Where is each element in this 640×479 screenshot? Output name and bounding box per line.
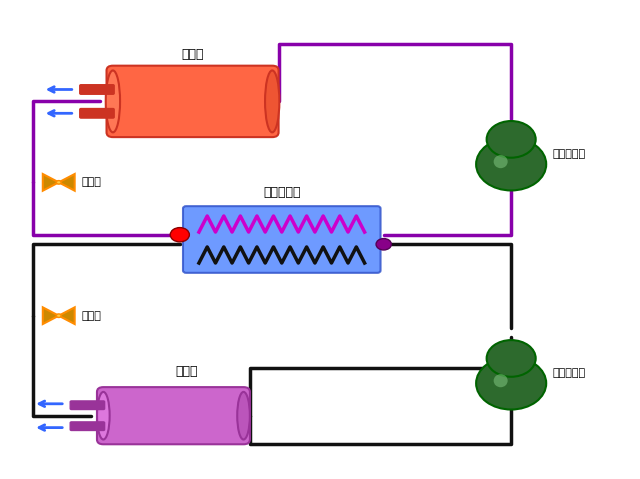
Ellipse shape	[237, 392, 250, 440]
Text: 冷媒蒸发器: 冷媒蒸发器	[263, 186, 301, 199]
Polygon shape	[59, 308, 75, 324]
Circle shape	[56, 181, 61, 184]
Circle shape	[476, 357, 546, 410]
Text: 低温压缩机: 低温压缩机	[552, 368, 586, 378]
FancyBboxPatch shape	[80, 85, 114, 94]
FancyBboxPatch shape	[80, 109, 114, 118]
Ellipse shape	[493, 374, 508, 387]
Text: 蒸发器: 蒸发器	[175, 365, 197, 377]
Ellipse shape	[97, 392, 109, 440]
FancyBboxPatch shape	[183, 206, 381, 273]
Circle shape	[376, 239, 392, 250]
Circle shape	[170, 228, 189, 242]
FancyBboxPatch shape	[70, 422, 104, 431]
FancyBboxPatch shape	[70, 401, 104, 410]
Ellipse shape	[493, 155, 508, 168]
Ellipse shape	[265, 70, 280, 132]
Text: 节流阀: 节流阀	[81, 177, 101, 187]
FancyBboxPatch shape	[106, 66, 278, 137]
Text: 冷凝器: 冷凝器	[181, 48, 204, 61]
Circle shape	[476, 138, 546, 191]
Text: 节流阀: 节流阀	[81, 311, 101, 321]
Polygon shape	[43, 174, 59, 191]
Circle shape	[56, 314, 61, 318]
Ellipse shape	[106, 70, 120, 132]
Polygon shape	[43, 308, 59, 324]
Circle shape	[486, 121, 536, 158]
Circle shape	[486, 340, 536, 377]
FancyBboxPatch shape	[97, 387, 250, 445]
Text: 高温压缩机: 高温压缩机	[552, 149, 586, 159]
Polygon shape	[59, 174, 75, 191]
